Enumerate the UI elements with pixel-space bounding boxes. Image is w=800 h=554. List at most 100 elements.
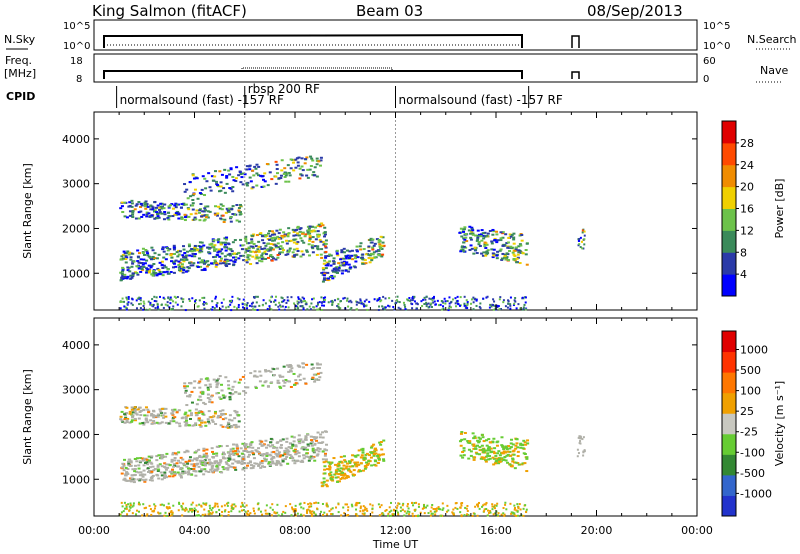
range-cell	[281, 297, 284, 300]
range-cell	[194, 302, 197, 305]
range-cell	[200, 421, 204, 424]
range-cell	[244, 467, 248, 470]
range-cell	[192, 464, 196, 467]
colorbar-tick-label: 1000	[740, 344, 768, 357]
range-cell	[297, 297, 300, 300]
range-cell	[309, 455, 313, 458]
range-cell	[129, 258, 133, 261]
range-cell	[221, 241, 225, 244]
range-cell	[335, 506, 338, 509]
range-cell	[251, 466, 255, 469]
range-cell	[411, 295, 414, 298]
range-cell	[430, 512, 433, 515]
range-cell	[135, 299, 138, 302]
range-cell	[360, 454, 364, 457]
range-cell	[480, 448, 484, 451]
range-cell	[316, 366, 320, 369]
range-cell	[171, 475, 175, 478]
range-cell	[468, 248, 472, 251]
range-cell	[158, 408, 162, 411]
range-cell	[257, 502, 260, 505]
range-cell	[298, 373, 302, 376]
range-cell	[322, 461, 326, 464]
range-cell	[300, 174, 304, 177]
range-cell	[380, 247, 384, 250]
range-cell	[219, 514, 222, 517]
range-cell	[283, 176, 287, 179]
range-cell	[377, 238, 381, 241]
range-cell	[285, 456, 289, 459]
range-cell	[414, 514, 417, 517]
range-cell	[281, 460, 285, 463]
range-cell	[462, 447, 466, 450]
range-cell	[228, 398, 232, 401]
range-cell	[334, 271, 338, 274]
range-cell	[300, 157, 304, 160]
range-cell	[164, 415, 168, 418]
range-cell	[188, 507, 191, 510]
range-cell	[440, 300, 443, 303]
range-cell	[478, 507, 481, 510]
range-cell	[213, 505, 216, 508]
range-cell	[190, 390, 194, 393]
range-cell	[378, 441, 382, 444]
range-cell	[178, 425, 182, 428]
range-cell	[133, 208, 137, 211]
range-cell	[309, 165, 313, 168]
range-cell	[258, 452, 262, 455]
range-cell	[228, 254, 232, 257]
range-cell	[234, 450, 238, 453]
range-cell	[291, 459, 295, 462]
range-cell	[235, 219, 239, 222]
range-cell	[342, 251, 346, 254]
range-cell	[284, 379, 288, 382]
range-cell	[174, 265, 178, 268]
range-cell	[335, 252, 339, 255]
range-cell	[308, 237, 312, 240]
range-cell	[321, 240, 325, 243]
range-cell	[274, 258, 278, 261]
range-cell	[408, 510, 411, 513]
range-cell	[477, 501, 480, 504]
range-cell	[192, 468, 196, 471]
range-cell	[305, 301, 308, 304]
range-cell	[155, 300, 158, 303]
range-cell	[320, 256, 324, 259]
range-cell	[137, 201, 141, 204]
range-cell	[142, 308, 145, 311]
range-cell	[409, 299, 412, 302]
range-cell	[483, 243, 487, 246]
range-cell	[427, 302, 430, 305]
range-cell	[166, 304, 169, 307]
range-cell	[508, 246, 512, 249]
range-cell	[262, 443, 266, 446]
range-cell	[244, 240, 248, 243]
range-cell	[328, 253, 332, 256]
range-cell	[369, 503, 372, 506]
range-cell	[271, 248, 275, 251]
range-cell	[380, 453, 384, 456]
range-cell	[278, 462, 282, 465]
range-cell	[258, 439, 262, 442]
range-cell	[247, 249, 251, 252]
range-cell	[331, 269, 335, 272]
range-cell	[195, 403, 199, 406]
range-cell	[185, 404, 189, 407]
range-cell	[407, 507, 410, 510]
range-cell	[153, 299, 156, 302]
range-cell	[216, 502, 219, 505]
range-cell	[583, 450, 586, 453]
range-cell	[157, 273, 161, 276]
range-cell	[128, 412, 132, 415]
range-cell	[124, 474, 128, 477]
range-cell	[410, 501, 413, 504]
range-cell	[156, 215, 160, 218]
range-cell	[470, 247, 474, 250]
range-cell	[199, 461, 203, 464]
y-tick-label: 3000	[62, 384, 90, 397]
range-cell	[281, 458, 285, 461]
range-cell	[238, 298, 241, 301]
range-cell	[170, 458, 174, 461]
range-cell	[139, 202, 143, 205]
range-cell	[422, 298, 425, 301]
